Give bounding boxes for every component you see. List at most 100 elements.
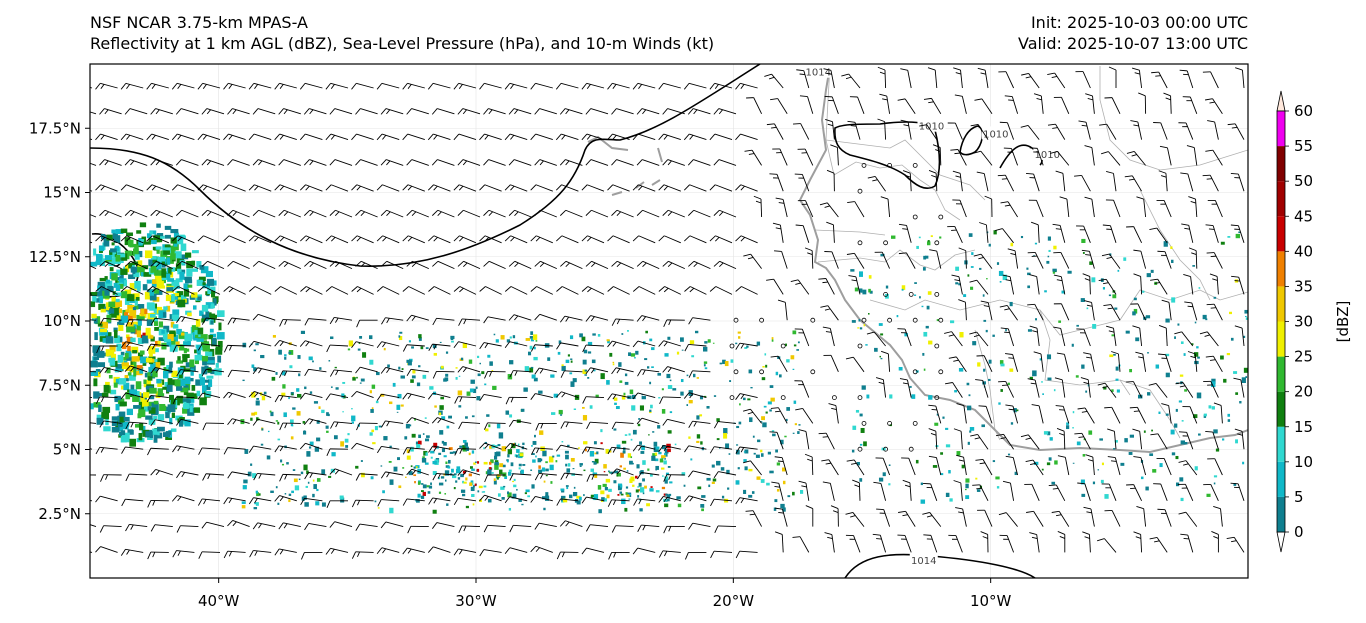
reflectivity-cell [191,384,196,391]
wind-barb [1105,199,1121,218]
reflectivity-cell [669,411,673,414]
reflectivity-cell [448,459,451,464]
reflectivity-cell [530,338,534,342]
wind-barb [274,184,297,192]
reflectivity-cell [192,331,196,340]
reflectivity-cell [677,503,682,508]
reflectivity-cell [1009,301,1013,307]
reflectivity-cell [201,385,207,393]
reflectivity-cell [347,433,350,436]
reflectivity-cell [632,484,635,487]
reflectivity-cell [316,488,319,492]
wind-barb [253,472,276,481]
reflectivity-cell [494,463,499,470]
wind-barb [380,260,404,270]
reflectivity-cell [184,252,192,258]
wind-barb [555,391,579,399]
reflectivity-cell [487,498,492,503]
wind-barb [1084,300,1095,321]
border-line [1139,189,1211,301]
reflectivity-cell [765,411,768,414]
reflectivity-cell [509,360,514,365]
wind-barb [852,479,861,501]
reflectivity-cell [639,498,642,501]
wind-barb [479,133,502,141]
reflectivity-cell [150,269,154,273]
reflectivity-cell [982,294,985,297]
wind-barb [355,523,378,531]
wind-barb [1151,71,1168,89]
reflectivity-cell [1085,390,1088,393]
wind-barb [457,209,481,218]
wind-barb [714,525,737,534]
reflectivity-cell [277,421,280,425]
reflectivity-cell [590,494,595,498]
wind-barb [636,209,660,218]
reflectivity-cell [521,503,524,506]
reflectivity-cell [120,228,128,234]
reflectivity-cell [743,459,747,463]
reflectivity-cell [129,438,137,447]
reflectivity-cell [1235,439,1238,444]
wind-barb [687,159,711,166]
reflectivity-cell [121,362,129,367]
reflectivity-cell [204,379,210,383]
wind-barb [581,184,605,192]
reflectivity-cell [664,448,669,454]
reflectivity-cell [914,282,917,284]
colorbar-bin [1277,111,1285,147]
wind-barb [197,82,221,90]
reflectivity-cell [597,334,601,337]
reflectivity-cell [406,455,411,460]
reflectivity-cell [93,402,101,408]
reflectivity-cell [178,379,186,386]
wind-barb [175,209,199,218]
reflectivity-cell [649,381,652,385]
colorbar-tick-label: 10 [1294,453,1313,471]
wind-barb [947,226,963,243]
wind-barb [637,524,660,532]
reflectivity-cell [175,341,180,348]
wind-barb [248,286,272,295]
reflectivity-cell [663,460,667,465]
wind-barb [278,209,301,218]
wind-barb [581,82,605,90]
wind-barb [530,393,553,400]
reflectivity-cell [112,232,118,239]
reflectivity-cell [445,373,449,377]
reflectivity-cell [589,450,595,457]
wind-barb [197,286,221,295]
reflectivity-cell [388,460,392,463]
wind-barb [380,521,404,529]
reflectivity-cell [183,289,190,297]
wind-barb [300,497,323,506]
wind-barb [953,428,963,450]
reflectivity-cell [319,367,322,370]
wind-barb [636,108,660,115]
reflectivity-cell [561,365,566,371]
wind-barb [299,340,323,347]
reflectivity-cell [551,412,556,415]
reflectivity-cell [615,406,620,410]
reflectivity-cell [185,362,193,368]
wind-barb [1007,248,1019,269]
wind-barb [150,419,173,427]
reflectivity-cell [459,445,463,448]
wind-barb [658,550,681,558]
reflectivity-cell [471,468,475,471]
reflectivity-cell [420,495,425,499]
wind-barb [504,82,528,90]
reflectivity-cell [654,458,659,462]
wind-barb [794,328,810,347]
reflectivity-cell [1115,378,1119,381]
reflectivity-cell [1081,364,1085,369]
reflectivity-cell [150,265,157,273]
reflectivity-cell [313,484,317,490]
wind-barb [663,525,685,534]
wind-barb [1150,278,1168,295]
wind-barb [969,279,989,295]
reflectivity-cell [879,355,881,358]
wind-barb [376,133,400,141]
reflectivity-cell [109,357,116,366]
reflectivity-cell [1058,320,1062,323]
